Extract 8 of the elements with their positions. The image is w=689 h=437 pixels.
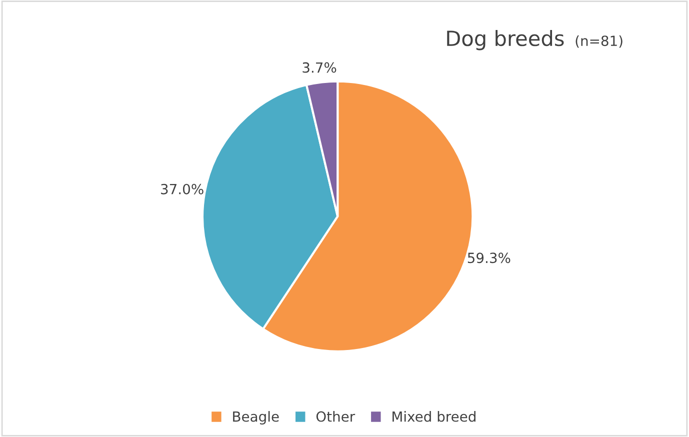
chart-title: Dog breeds [447,30,564,50]
data-label: 37.0% [161,184,204,194]
data-label: 3.7% [302,62,336,73]
data-label: 59.3% [468,252,510,264]
legend-label: Beagle [233,411,279,424]
legend-label: Other [316,411,356,422]
text: (n=81) [576,35,622,48]
legend-label: Mixed breed [392,411,476,422]
